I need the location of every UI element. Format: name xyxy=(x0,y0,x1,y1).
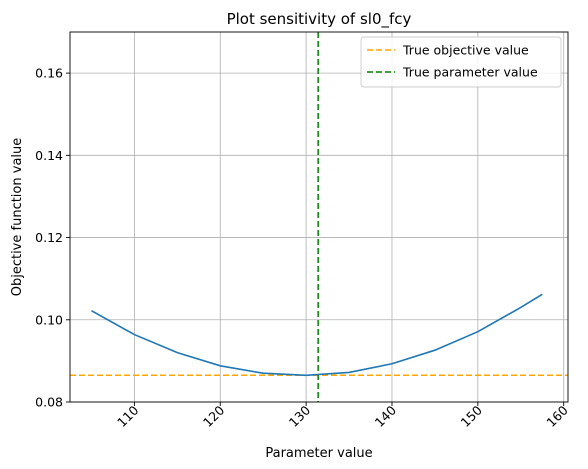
legend-label-true-objective: True objective value xyxy=(402,43,529,58)
grid xyxy=(70,32,568,403)
y-tick-label: 0.12 xyxy=(35,230,63,245)
x-tick-label: 140 xyxy=(372,402,400,430)
y-tick-label: 0.10 xyxy=(35,312,63,327)
x-tick-label: 130 xyxy=(286,402,314,430)
y-tick-label: 0.14 xyxy=(35,148,63,163)
chart-title: Plot sensitivity of sl0_fcy xyxy=(227,10,412,29)
x-axis-ticks: 110 120 130 140 150 160 xyxy=(114,402,571,430)
legend-box xyxy=(360,36,562,88)
plot-area xyxy=(70,32,568,402)
y-axis-label: Objective function value xyxy=(10,138,25,297)
x-tick-label: 120 xyxy=(200,402,228,430)
sensitivity-curve xyxy=(91,293,543,377)
legend: True objective value True parameter valu… xyxy=(360,36,562,88)
x-tick-label: 150 xyxy=(457,402,485,430)
axes-border xyxy=(69,31,569,403)
y-tick-label: 0.08 xyxy=(35,395,63,410)
x-tick-label: 110 xyxy=(114,402,142,430)
y-axis-ticks: 0.08 0.10 0.12 0.14 0.16 xyxy=(35,66,70,410)
y-tick-label: 0.16 xyxy=(35,66,63,81)
legend-label-true-parameter: True parameter value xyxy=(402,65,538,80)
x-tick-label: 160 xyxy=(543,402,571,430)
axes-frame xyxy=(69,31,569,403)
x-axis-label: Parameter value xyxy=(265,446,372,461)
